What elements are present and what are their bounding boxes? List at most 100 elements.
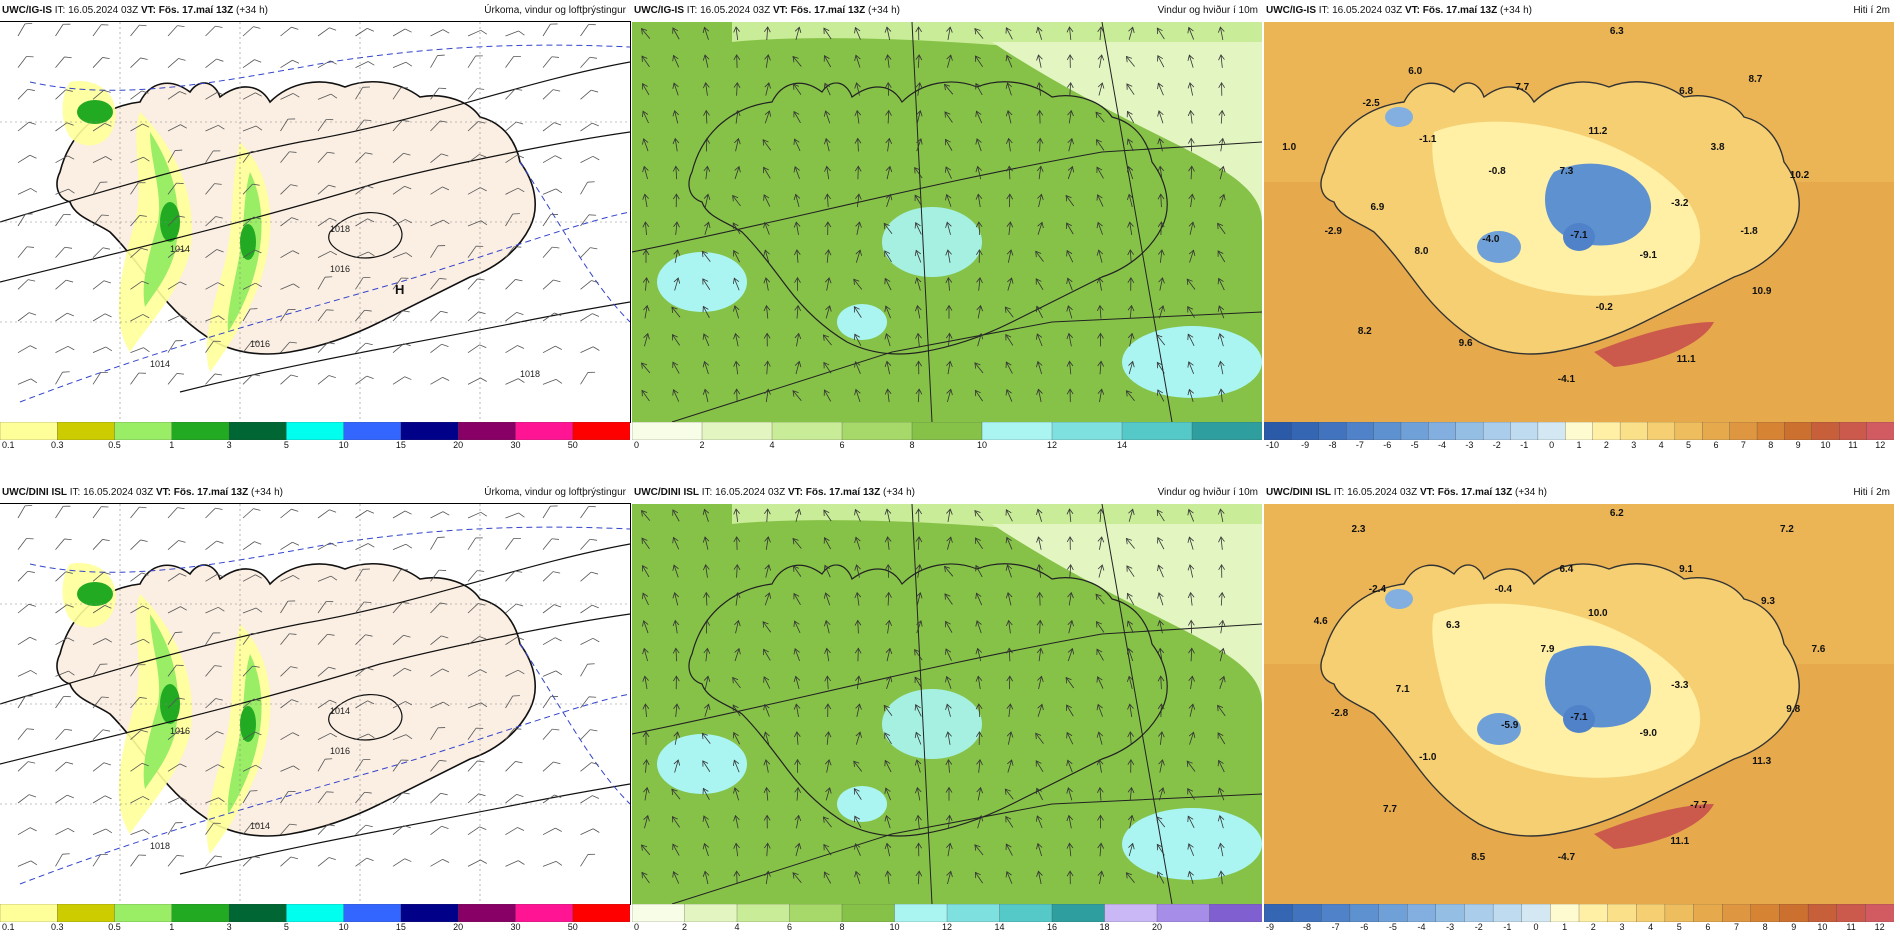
wind-arrow [1127, 193, 1134, 208]
wind-barb [130, 664, 146, 677]
wind-arrow [1157, 871, 1165, 884]
wind-arrow [854, 591, 862, 606]
wind-arrow [975, 647, 983, 662]
temperature-label: -7.1 [1570, 230, 1588, 241]
wind-arrow [671, 815, 680, 828]
wind-arrow [1125, 537, 1135, 549]
wind-arrow [1126, 138, 1134, 152]
wind-arrow [702, 760, 711, 772]
wind-arrow [1157, 703, 1165, 718]
wind-arrow [1036, 26, 1043, 40]
wind-arrow [1157, 137, 1164, 152]
wind-arrow [884, 759, 892, 773]
wind-barb [505, 121, 524, 132]
wind-arrow [793, 83, 802, 95]
wind-barb [542, 538, 560, 550]
forecast-step: (+34 h) [883, 487, 915, 498]
wind-arrow [672, 27, 680, 40]
init-time: IT: 16.05.2024 03Z [54, 5, 139, 16]
wind-arrow [1125, 872, 1135, 884]
legend-tick-label: 5 [1676, 922, 1682, 932]
wind-arrow [1005, 361, 1013, 374]
wind-arrow [1066, 54, 1074, 68]
temperature-label: 7.6 [1811, 644, 1825, 655]
wind-arrow [1157, 647, 1165, 662]
isobar-label: 1016 [330, 746, 350, 756]
wind-arrow [1097, 54, 1105, 68]
wind-arrow [642, 82, 650, 96]
wind-barb [205, 731, 224, 740]
wind-arrow [732, 676, 741, 689]
wind-arrow [975, 165, 983, 180]
wind-arrow [854, 870, 861, 884]
wind-arrow [1035, 278, 1044, 291]
wind-arrow [975, 82, 983, 96]
wind-barb [242, 632, 259, 645]
wind-barb [17, 728, 35, 740]
legend-swatch [1156, 904, 1211, 922]
wind-barb [317, 824, 335, 835]
wind-arrow [1218, 388, 1225, 403]
wind-arrow [915, 814, 922, 829]
wind-arrow [1067, 137, 1074, 152]
wind-arrow [1035, 760, 1044, 773]
wind-barb [467, 344, 487, 353]
legend-swatch [114, 904, 173, 922]
wind-barb [392, 510, 412, 519]
legend-swatch [1318, 422, 1347, 440]
legend-tick-label: -4 [1438, 440, 1447, 450]
wind-arrow [763, 194, 771, 207]
wind-arrow [1097, 82, 1105, 96]
wind-arrow [732, 222, 741, 235]
wind-barb [317, 857, 336, 867]
temperature-label: 11.2 [1588, 126, 1607, 137]
temperature-label: -7.7 [1690, 800, 1708, 811]
wind-barb [55, 827, 75, 836]
legend-tick-label: 0 [1549, 440, 1555, 450]
wind-barb [280, 374, 298, 385]
wind-barb [280, 151, 297, 163]
region-boundary [1101, 22, 1173, 422]
wind-arrow [1187, 536, 1194, 550]
wind-arrow [1128, 26, 1135, 40]
wind-arrow [1037, 193, 1044, 208]
legend-swatch [286, 422, 345, 440]
wind-arrow [1005, 619, 1013, 634]
wind-arrow [763, 676, 771, 689]
wind-arrow [854, 536, 861, 550]
wind-arrow [855, 731, 862, 745]
legend-tick-label: 18 [1099, 922, 1110, 932]
legend-tick-label: 30 [510, 922, 521, 932]
temperature-label: -0.4 [1495, 584, 1513, 595]
wind-arrow [854, 54, 861, 68]
legend-tick-label: 6 [1705, 922, 1711, 932]
wind-arrow [1036, 591, 1044, 606]
wind-barb [205, 216, 223, 227]
legend-tick-label: 0 [634, 440, 640, 450]
wind-arrow [672, 110, 680, 124]
legend-swatch [1521, 904, 1552, 922]
wind-arrow [883, 704, 893, 717]
legend-swatch [1104, 904, 1158, 922]
wind-arrow [763, 249, 770, 263]
wind-arrow [794, 276, 801, 291]
wind-barb [542, 312, 562, 322]
wind-barb [430, 825, 449, 835]
wind-barb [205, 249, 224, 258]
wind-barb [205, 698, 223, 709]
wind-arrow [733, 360, 740, 375]
wind-barb [17, 794, 37, 804]
wind-barb [355, 61, 375, 69]
wind-arrow [641, 362, 651, 374]
wind-barb [580, 155, 600, 164]
wind-barb [92, 181, 108, 195]
wind-barb [167, 822, 183, 835]
wind-barb [392, 120, 410, 132]
legend-swatch [1121, 422, 1193, 440]
wind-barb [92, 571, 111, 582]
wind-barb [430, 343, 449, 353]
wind-barb [505, 154, 525, 164]
legend-swatch [1693, 904, 1723, 922]
wind-arrow [1036, 870, 1043, 885]
wind-arrow [793, 193, 801, 208]
